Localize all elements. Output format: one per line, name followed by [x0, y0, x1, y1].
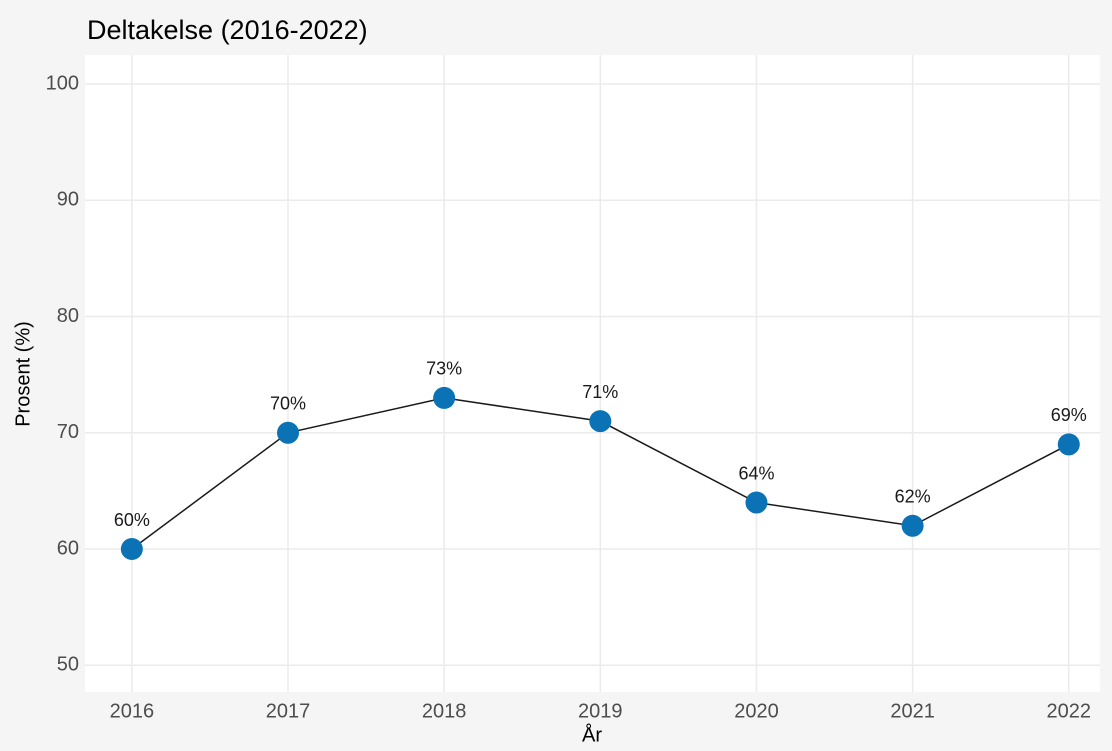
x-tick-label: 2020: [734, 700, 779, 722]
chart-title: Deltakelse (2016-2022): [87, 15, 368, 45]
y-tick-label: 60: [57, 537, 79, 559]
data-label: 64%: [738, 463, 774, 483]
data-point: [120, 538, 143, 561]
x-tick-label: 2022: [1047, 700, 1092, 722]
x-axis-label: År: [582, 723, 602, 746]
y-tick-label: 50: [57, 654, 79, 676]
x-tick-label: 2016: [110, 700, 155, 722]
data-label: 71%: [582, 382, 618, 402]
data-label: 60%: [114, 510, 150, 530]
y-tick-label: 90: [57, 189, 79, 211]
y-tick-label: 100: [46, 72, 79, 94]
data-label: 73%: [426, 359, 462, 379]
x-tick-label: 2018: [422, 700, 467, 722]
data-point: [277, 421, 299, 444]
y-axis-label: Prosent (%): [12, 321, 34, 427]
data-label: 70%: [270, 394, 306, 414]
y-tick-label: 80: [57, 305, 79, 327]
x-tick-label: 2019: [578, 700, 623, 722]
data-point: [589, 410, 612, 433]
x-tick-label: 2021: [890, 700, 935, 722]
data-point: [745, 491, 768, 514]
data-label: 62%: [895, 487, 931, 507]
y-tick-label: 70: [57, 421, 79, 443]
data-point: [901, 514, 924, 537]
data-point: [1057, 433, 1080, 456]
data-label: 69%: [1051, 405, 1087, 425]
data-point: [433, 386, 456, 409]
x-tick-label: 2017: [266, 700, 311, 722]
plot-panel: [85, 55, 1100, 692]
